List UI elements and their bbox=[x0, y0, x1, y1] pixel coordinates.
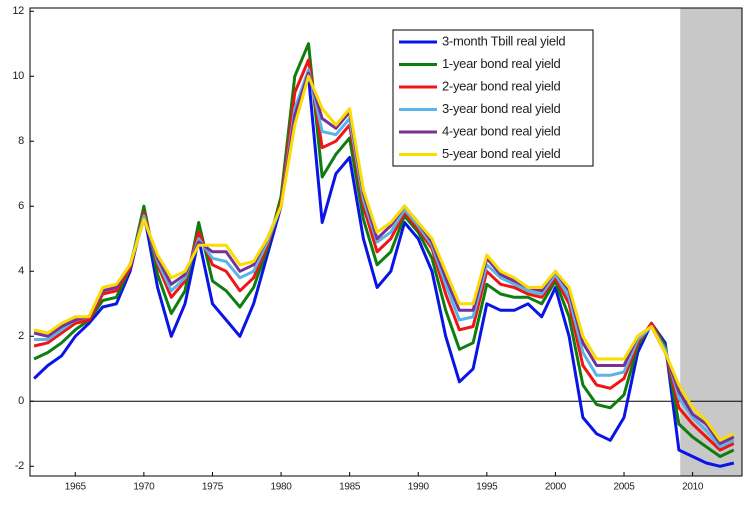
series-line bbox=[33, 74, 735, 442]
x-tick-label: 2010 bbox=[682, 482, 704, 493]
legend-label: 1-year bond real yield bbox=[442, 56, 560, 71]
y-tick-label: 10 bbox=[12, 70, 24, 82]
x-tick-label: 1985 bbox=[339, 482, 361, 493]
legend-label: 5-year bond real yield bbox=[442, 146, 560, 161]
x-tick-label: 1990 bbox=[408, 482, 430, 493]
y-tick-label: -2 bbox=[15, 460, 24, 472]
x-tick-label: 2005 bbox=[613, 482, 635, 493]
shaded-region bbox=[680, 8, 742, 476]
y-tick-label: 12 bbox=[12, 5, 24, 17]
x-tick-label: 1995 bbox=[476, 482, 498, 493]
x-tick-label: 1970 bbox=[133, 482, 155, 493]
x-tick-label: 1965 bbox=[65, 482, 87, 493]
legend-label: 4-year bond real yield bbox=[442, 123, 560, 138]
y-tick-label: 4 bbox=[18, 265, 24, 277]
y-tick-label: 8 bbox=[18, 135, 24, 147]
y-tick-label: 6 bbox=[18, 200, 24, 212]
series-line bbox=[33, 74, 735, 468]
legend: 3-month Tbill real yield 1-year bond real… bbox=[392, 29, 594, 167]
legend-box bbox=[392, 29, 594, 167]
legend-label: 3-year bond real yield bbox=[442, 101, 560, 116]
x-tick-label: 1975 bbox=[202, 482, 224, 493]
y-tick-label: 0 bbox=[18, 395, 24, 407]
legend-label: 2-year bond real yield bbox=[442, 78, 560, 93]
legend-label: 3-month Tbill real yield bbox=[442, 33, 565, 48]
x-tick-label: 1980 bbox=[271, 482, 293, 493]
y-tick-label: 2 bbox=[18, 330, 24, 342]
plot-frame bbox=[29, 7, 743, 477]
x-tick-label: 2000 bbox=[545, 482, 567, 493]
